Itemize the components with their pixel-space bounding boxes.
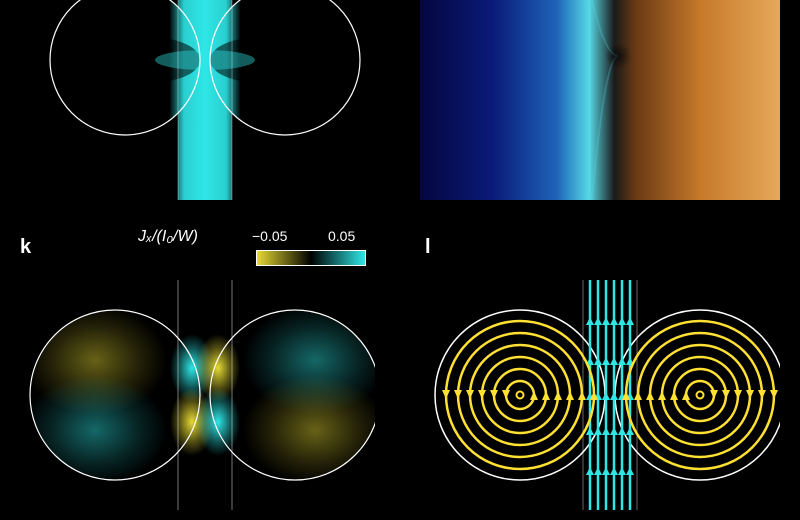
panel-bottom-right-svg bbox=[420, 280, 780, 510]
colorbar-svg bbox=[257, 251, 365, 265]
panel-label-k: k bbox=[20, 236, 31, 259]
colorbar bbox=[256, 250, 366, 266]
panel-bottom-left-svg bbox=[15, 280, 375, 510]
colorbar-tick-min: −0.05 bbox=[252, 228, 287, 244]
colorbar-label: Jₓ/(I₀/W) bbox=[138, 228, 198, 246]
panel-top-left-svg bbox=[15, 0, 375, 200]
panel-top-right bbox=[420, 0, 780, 200]
panel-bottom-right bbox=[420, 280, 780, 510]
colorbar-tick-max: 0.05 bbox=[328, 228, 355, 244]
physics-figure: Jₓ/(I₀/W) −0.05 0.05 k bbox=[0, 0, 800, 520]
panel-top-left bbox=[15, 0, 375, 200]
panel-top-right-svg bbox=[420, 0, 780, 200]
panel-label-l: l bbox=[425, 236, 431, 259]
panel-bottom-left bbox=[15, 280, 375, 510]
